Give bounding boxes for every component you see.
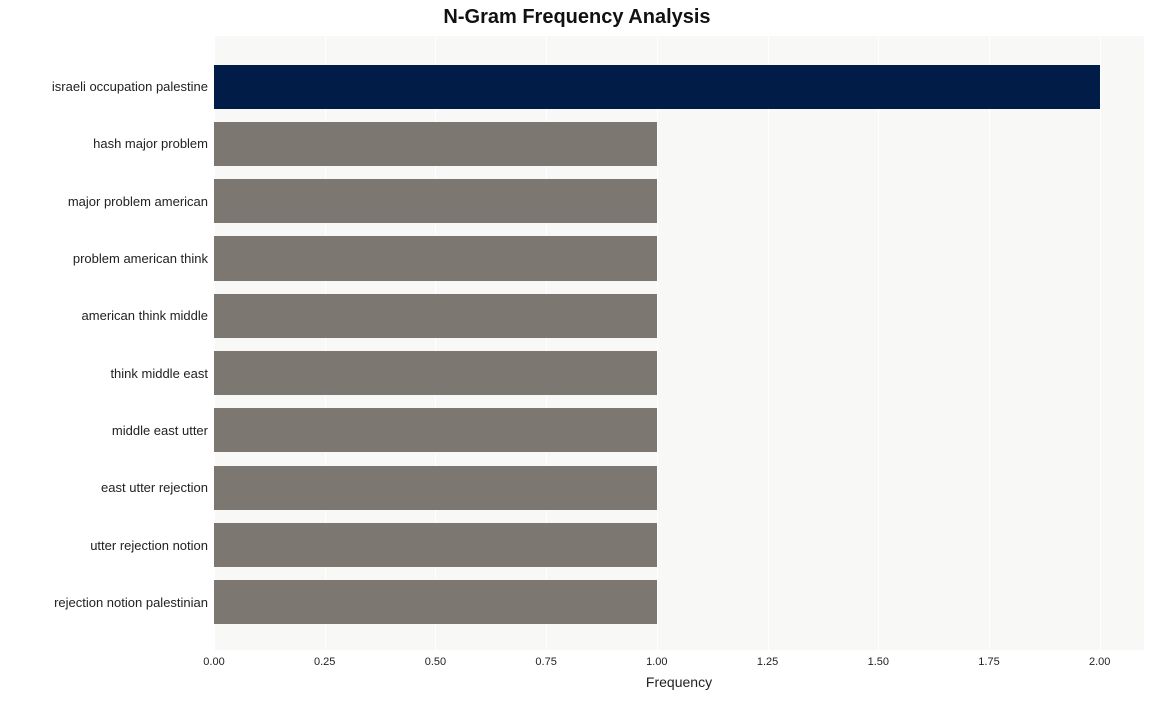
- y-tick-label: middle east utter: [112, 423, 208, 438]
- y-tick-label: hash major problem: [93, 136, 208, 151]
- y-tick-label: utter rejection notion: [90, 538, 208, 553]
- x-tick-label: 1.25: [757, 656, 778, 668]
- y-tick-label: rejection notion palestinian: [54, 595, 208, 610]
- chart-bar: [214, 179, 657, 223]
- grid-line: [768, 36, 769, 650]
- chart-bar: [214, 523, 657, 567]
- x-axis-label: Frequency: [214, 674, 1144, 690]
- plot-area: [214, 36, 1144, 650]
- chart-bar: [214, 122, 657, 166]
- x-tick-label: 0.00: [203, 656, 224, 668]
- y-tick-label: american think middle: [82, 308, 208, 323]
- y-tick-label: east utter rejection: [101, 480, 208, 495]
- chart-bar: [214, 65, 1100, 109]
- x-tick-label: 0.50: [425, 656, 446, 668]
- chart-bar: [214, 466, 657, 510]
- x-tick-label: 0.25: [314, 656, 335, 668]
- chart-title: N-Gram Frequency Analysis: [0, 6, 1154, 29]
- y-tick-label: israeli occupation palestine: [52, 79, 208, 94]
- y-tick-label: problem american think: [73, 251, 208, 266]
- chart-bar: [214, 236, 657, 280]
- grid-line: [878, 36, 879, 650]
- y-tick-label: think middle east: [110, 366, 208, 381]
- chart-bar: [214, 351, 657, 395]
- x-tick-label: 2.00: [1089, 656, 1110, 668]
- x-tick-label: 1.75: [978, 656, 999, 668]
- chart-bar: [214, 294, 657, 338]
- chart-bar: [214, 408, 657, 452]
- grid-line: [989, 36, 990, 650]
- x-tick-label: 0.75: [535, 656, 556, 668]
- x-tick-label: 1.00: [646, 656, 667, 668]
- grid-line: [657, 36, 658, 650]
- ngram-frequency-chart: N-Gram Frequency Analysis israeli occupa…: [0, 0, 1154, 701]
- x-tick-label: 1.50: [868, 656, 889, 668]
- grid-line: [1100, 36, 1101, 650]
- chart-bar: [214, 580, 657, 624]
- y-tick-label: major problem american: [68, 194, 208, 209]
